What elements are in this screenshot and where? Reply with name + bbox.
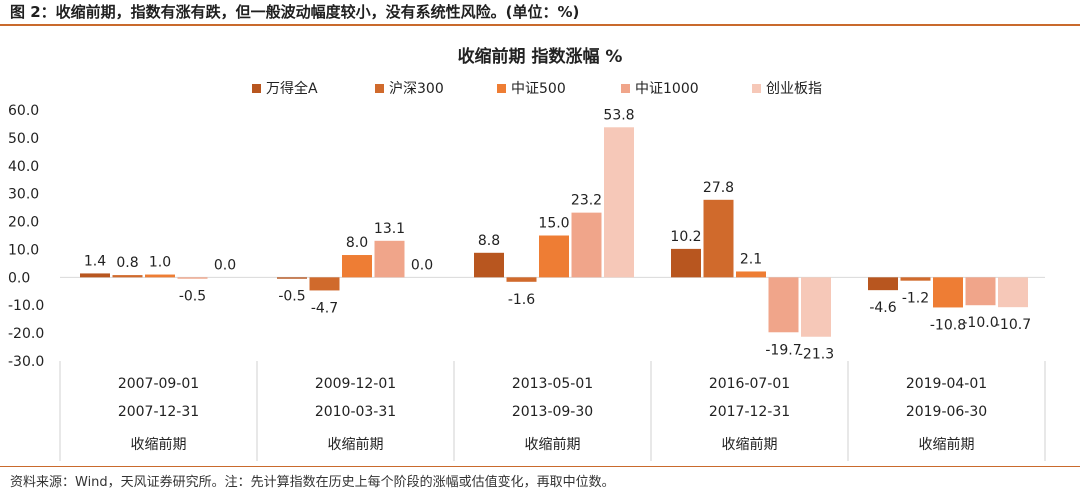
data-label: 1.0 — [149, 255, 171, 271]
bar-3-4 — [801, 277, 831, 337]
data-label: 1.4 — [84, 253, 106, 269]
x-tick-end: 2007-12-31 — [118, 404, 199, 420]
chart-title: 收缩前期 指数涨幅 % — [458, 46, 623, 67]
x-tick-start: 2007-09-01 — [118, 376, 199, 392]
x-tick-end: 2017-12-31 — [709, 404, 790, 420]
x-tick-phase: 收缩前期 — [131, 436, 187, 453]
x-tick-start: 2019-04-01 — [906, 376, 987, 392]
data-label: -10.7 — [995, 317, 1031, 333]
bar-4-1 — [900, 277, 931, 281]
data-label: 0.0 — [214, 257, 236, 273]
data-label: 53.8 — [603, 107, 634, 123]
y-tick-label: -20.0 — [8, 326, 44, 342]
y-axis: 60.0 50.0 40.0 30.0 20.0 10.0 0.0 -10.0 -20.0 -30… — [8, 103, 44, 370]
bar-3-3 — [768, 277, 799, 333]
data-label: 8.0 — [346, 235, 368, 251]
figure-title: 图 2：收缩前期，指数有涨有跌，但一般波动幅度较小，没有系统性风险。(单位：%) — [10, 3, 580, 21]
x-tick-start: 2013-05-01 — [512, 376, 593, 392]
data-labels: 1.4 0.8 1.0 -0.5 0.0 -0.5 -4.7 8.0 13.1 0.0 8.8 -1.… — [84, 107, 1031, 362]
legend-swatch — [752, 84, 761, 93]
data-label: 27.8 — [703, 180, 734, 196]
data-label: 10.2 — [670, 229, 701, 245]
bar-1-0 — [277, 277, 307, 279]
data-label: -10.0 — [962, 315, 998, 331]
x-tick-phase: 收缩前期 — [525, 436, 581, 453]
bar-1-3 — [374, 240, 405, 278]
legend-swatch — [375, 84, 384, 93]
data-label: 23.2 — [571, 193, 602, 209]
bar-4-2 — [933, 277, 963, 308]
bar-3-2 — [736, 271, 766, 278]
source-rule — [0, 466, 1080, 467]
data-label: -4.7 — [311, 300, 338, 316]
x-tick-phase: 收缩前期 — [722, 436, 778, 453]
x-tick-end: 2019-06-30 — [906, 404, 987, 420]
data-label: -4.6 — [869, 300, 896, 316]
bar-0-3 — [177, 277, 208, 279]
title-rule — [0, 24, 1080, 26]
y-tick-label: 60.0 — [8, 103, 39, 119]
data-label: 0.8 — [116, 255, 138, 271]
source-note: 资料来源：Wind，天风证券研究所。注：先计算指数在历史上每个阶段的涨幅或估值变… — [10, 475, 615, 490]
y-tick-label: 40.0 — [8, 159, 39, 175]
bar-4-4 — [998, 277, 1028, 308]
bar-2-3 — [571, 212, 602, 278]
x-tick-start: 2016-07-01 — [709, 376, 790, 392]
y-tick-label: -30.0 — [8, 354, 44, 370]
y-tick-label: 50.0 — [8, 131, 39, 147]
legend-swatch — [621, 84, 630, 93]
legend-label: 中证500 — [511, 81, 566, 97]
legend-label: 万得全A — [266, 80, 318, 97]
bar-2-1 — [506, 277, 537, 282]
bar-1-2 — [342, 255, 372, 278]
bar-0-2 — [145, 274, 175, 278]
data-label: 15.0 — [538, 216, 569, 232]
data-label: 8.8 — [478, 233, 500, 249]
x-axis: 2007-09-01 2007-12-31 收缩前期 2009-12-01 2010-0… — [59, 361, 1046, 461]
data-label: -10.8 — [930, 317, 966, 333]
bar-1-1 — [309, 277, 340, 291]
bar-4-0 — [868, 277, 898, 291]
y-tick-label: 30.0 — [8, 187, 39, 203]
data-label: -1.2 — [902, 291, 929, 307]
y-tick-label: -10.0 — [8, 298, 44, 314]
data-label: 2.1 — [740, 251, 762, 267]
y-tick-label: 20.0 — [8, 215, 39, 231]
bar-2-2 — [539, 235, 569, 278]
x-tick-end: 2010-03-31 — [315, 404, 396, 420]
data-label: 0.0 — [411, 257, 433, 273]
bar-4-3 — [965, 277, 996, 306]
x-tick-phase: 收缩前期 — [919, 436, 975, 453]
legend-swatch — [252, 84, 261, 93]
data-label: -0.5 — [179, 289, 206, 305]
bar-0-1 — [112, 275, 143, 278]
bar-2-0 — [474, 252, 504, 278]
x-tick-start: 2009-12-01 — [315, 376, 396, 392]
data-label: -19.7 — [765, 342, 801, 358]
legend-label: 创业板指 — [766, 81, 822, 97]
x-tick-phase: 收缩前期 — [328, 436, 384, 453]
x-tick-end: 2013-09-30 — [512, 404, 593, 420]
legend-label: 中证1000 — [635, 81, 699, 97]
y-tick-label: 0.0 — [8, 270, 30, 286]
bar-3-0 — [671, 248, 701, 278]
data-label: -0.5 — [278, 289, 305, 305]
legend-label: 沪深300 — [389, 81, 444, 97]
legend-swatch — [497, 84, 506, 93]
data-label: -21.3 — [798, 347, 834, 363]
legend: 万得全A 沪深300 中证500 中证1000 创业板指 — [252, 80, 822, 97]
bar-2-4 — [604, 127, 634, 278]
bar-3-1 — [703, 199, 734, 278]
bar-0-0 — [80, 273, 110, 278]
y-tick-label: 10.0 — [8, 242, 39, 258]
data-label: 13.1 — [374, 221, 405, 237]
bars — [80, 127, 1028, 337]
data-label: -1.6 — [508, 292, 535, 308]
bar-chart: 收缩前期 指数涨幅 % 万得全A 沪深300 中证500 中证1000 创业板指 60.… — [8, 46, 1046, 461]
